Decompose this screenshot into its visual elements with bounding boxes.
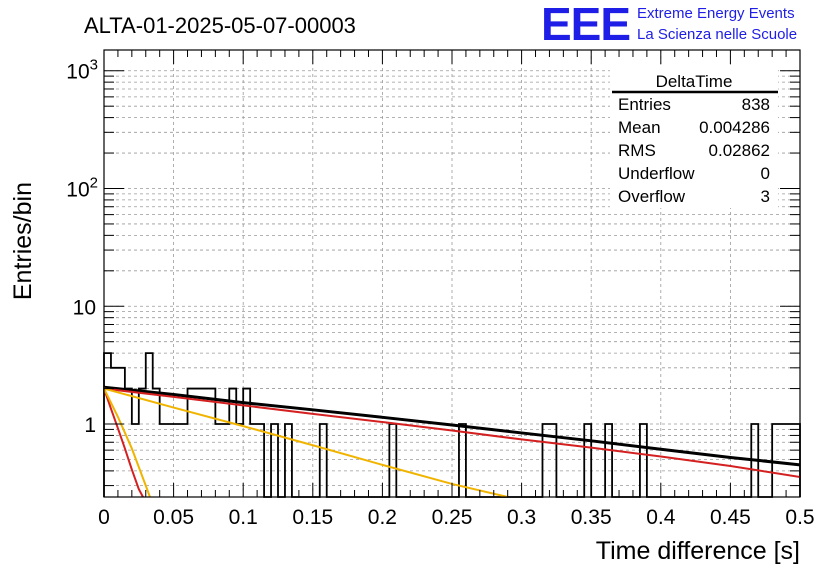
brand-line-2: La Scienza nelle Scuole: [637, 26, 797, 43]
histogram-bin: [779, 424, 786, 497]
x-tick-label: 0.5: [785, 506, 814, 529]
stats-value: 838: [742, 95, 770, 114]
eee-logo-text: EEE: [541, 0, 630, 50]
histogram-bin: [104, 353, 111, 497]
histogram-bin: [208, 389, 215, 497]
histogram-bin: [174, 424, 181, 497]
eee-logo: EEE Extreme Energy Events La Scienza nel…: [541, 0, 797, 50]
histogram-bin: [215, 424, 222, 497]
x-tick-label: 0.15: [292, 506, 333, 529]
x-tick-label: 0.45: [710, 506, 751, 529]
fit-curve-2: [104, 388, 144, 497]
histogram-bin: [146, 353, 153, 497]
fit-curve-1: [104, 387, 800, 478]
histogram-bin: [160, 424, 167, 497]
x-tick-label: 0.3: [507, 506, 536, 529]
histogram-bin: [320, 424, 327, 497]
stats-label: Underflow: [618, 164, 695, 183]
histogram-bin: [605, 424, 612, 497]
y-tick-label: 1: [84, 414, 96, 437]
stats-box: DeltaTime Entries 838 Mean 0.004286 RMS 0.028…: [610, 68, 778, 208]
y-tick-label: 103: [66, 57, 98, 84]
histogram-bin: [222, 424, 229, 497]
fit-curve-0: [104, 385, 800, 467]
stats-value: 0.004286: [699, 118, 770, 137]
stats-label: Overflow: [618, 187, 686, 206]
y-tick-label: 102: [66, 174, 98, 201]
histogram-bin: [640, 424, 647, 497]
stats-rows: Entries 838 Mean 0.004286 RMS 0.02862 Underflo…: [618, 95, 770, 206]
x-axis-label: Time difference [s]: [596, 537, 800, 565]
x-tick-label: 0.35: [571, 506, 612, 529]
stats-label: Entries: [618, 95, 671, 114]
fit-curve-4: [104, 388, 151, 497]
stats-value: 0: [761, 164, 770, 183]
brand-line-1: Extreme Energy Events: [637, 5, 795, 22]
x-tick-label: 0.05: [153, 506, 194, 529]
chart-title: ALTA-01-2025-05-07-00003: [84, 13, 356, 38]
x-tick-label: 0: [98, 506, 110, 529]
histogram-bin: [194, 389, 201, 497]
histogram-bin: [250, 424, 257, 497]
x-tick-label: 0.1: [229, 506, 258, 529]
stats-label: RMS: [618, 141, 656, 160]
stats-label: Mean: [618, 118, 661, 137]
histogram-bin: [389, 424, 396, 497]
histogram-bin: [584, 424, 591, 497]
stats-value: 3: [761, 187, 770, 206]
histogram-bin: [201, 389, 208, 497]
histogram-bin: [188, 389, 195, 497]
histogram-bin: [285, 424, 292, 497]
stats-title: DeltaTime: [656, 72, 733, 91]
histogram-bin: [181, 424, 188, 497]
y-axis-label: Entries/bin: [9, 182, 37, 300]
histogram-bin: [167, 424, 174, 497]
histogram-bin: [257, 424, 264, 497]
histogram-bin: [153, 389, 160, 497]
x-tick-label: 0.25: [432, 506, 473, 529]
x-tick-label: 0.4: [646, 506, 676, 529]
y-tick-label: 10: [73, 296, 96, 319]
axis-layer: 0 0.05 0.1 0.15 0.2 0.25 0.3 0.35 0.4 0.45 0.5 1 10 1…: [66, 50, 815, 529]
histogram-bin: [236, 424, 243, 497]
x-tick-label: 0.2: [368, 506, 397, 529]
stats-value: 0.02862: [709, 141, 770, 160]
